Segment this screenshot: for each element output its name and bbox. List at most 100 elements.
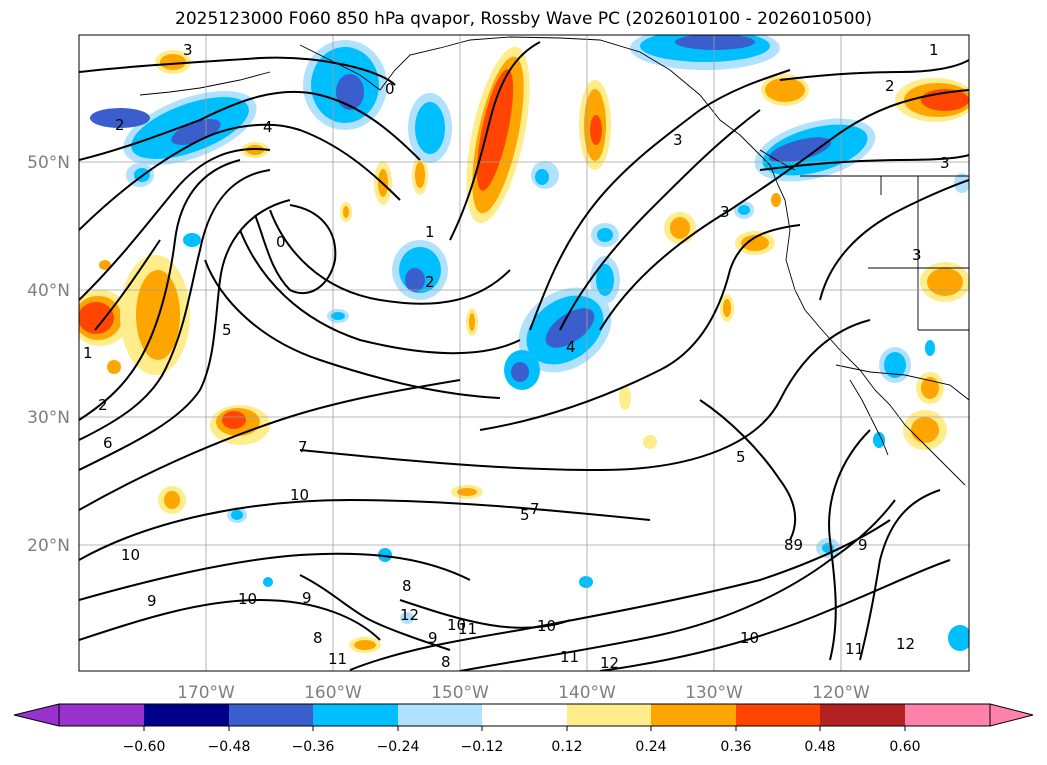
colorbar-tick-label: 0.60 (889, 739, 920, 755)
plot-frame (78, 34, 970, 672)
fill-neg-mid (231, 510, 243, 520)
contour-label: 2 (98, 396, 108, 414)
fill-pos-mid (927, 268, 963, 296)
colorbar-segment (820, 704, 905, 726)
contour-label: 3 (940, 154, 950, 172)
fill-neg-mid (925, 340, 935, 356)
contour-label: 10 (537, 617, 556, 635)
colorbar-segment (313, 704, 398, 726)
fill-neg-mid (884, 352, 906, 378)
fill-neg-mid (597, 228, 613, 242)
contour-label: 7 (298, 438, 308, 456)
contour-label: 2 (885, 77, 895, 95)
fill-pos-strong (222, 411, 246, 429)
contour-label: 8 (402, 577, 412, 595)
colorbar-tick-label: 0.24 (635, 739, 666, 755)
colorbar-segment (651, 704, 736, 726)
contour-label: 89 (784, 536, 803, 554)
colorbar-tick-label: −0.12 (461, 739, 504, 755)
fill-pos-mid (911, 417, 939, 443)
contour-label: 10 (121, 546, 140, 564)
fill-pos-mid (723, 299, 731, 317)
lat-tick-label: 40°N (27, 281, 70, 301)
contour-label: 10 (447, 616, 466, 634)
colorbar-extend-low (13, 703, 60, 727)
colorbar-tick-label: 0.36 (720, 739, 751, 755)
fill-neg-light (400, 612, 414, 624)
fill-neg-strong (511, 362, 529, 382)
fill-pos-mid (107, 360, 121, 374)
fill-neg-strong (675, 35, 755, 50)
colorbar-tick-label: −0.48 (208, 739, 251, 755)
colorbar-segment (398, 704, 482, 726)
longitude-labels: 170°W 160°W 150°W 140°W 130°W 120°W (177, 683, 870, 703)
colorbar-segment (229, 704, 313, 726)
lon-tick-label: 150°W (431, 683, 489, 703)
fill-pos-mid (741, 235, 769, 251)
fill-pos-mid (415, 162, 425, 188)
contour-label: 11 (560, 648, 579, 666)
fill-neg-mid (331, 312, 345, 320)
fill-neg-mid (415, 102, 445, 154)
colorbar-segment (144, 704, 229, 726)
colorbar-segment (482, 704, 567, 726)
contour-label: 9 (147, 592, 157, 610)
contour-label: 12 (400, 606, 419, 624)
contour-label: 10 (290, 486, 309, 504)
contour-label: 7 (530, 500, 540, 518)
contour-label: 3 (673, 131, 683, 149)
contour-label: 3 (912, 246, 922, 264)
latitude-labels: 50°N 40°N 30°N 20°N (27, 153, 70, 556)
colorbar-tick-label: −0.60 (123, 739, 166, 755)
lon-tick-label: 160°W (304, 683, 362, 703)
fill-pos-mid (765, 78, 805, 102)
fill-neg-mid (378, 548, 392, 562)
fill-pos-mid (160, 54, 186, 70)
fill-pos-mid (771, 193, 781, 207)
fill-neg-strong (90, 108, 150, 128)
contour-label: 5 (222, 321, 232, 339)
colorbar-segment (736, 704, 820, 726)
colorbar-tick-label: 0.12 (551, 739, 582, 755)
contour-lines (79, 41, 969, 671)
contour-label: 5 (520, 506, 530, 524)
map-title: 2025123000 F060 850 hPa qvapor, Rossby W… (175, 9, 872, 29)
fill-neg-strong (768, 137, 832, 163)
contour-label: 8 (441, 653, 451, 671)
colorbar: −0.60 −0.48 −0.36 −0.24 −0.12 0.12 0.24 … (13, 703, 1034, 755)
contour-label: 4 (263, 118, 273, 136)
fill-pos-strong (590, 115, 602, 145)
fill-pos-light (643, 435, 657, 449)
contour-label: 12 (896, 635, 915, 653)
colorbar-segment (567, 704, 651, 726)
contour-label: 0 (276, 233, 286, 251)
lon-tick-label: 130°W (685, 683, 743, 703)
contour-label: 5 (736, 448, 746, 466)
fill-neg-strong (545, 308, 595, 348)
colorbar-segment (59, 704, 144, 726)
contour-label: 6 (103, 434, 113, 452)
fill-pos-mid (457, 488, 477, 496)
contour-label: 1 (929, 41, 939, 59)
contour-labels: 3 2 1 0 1 2 3 4 5 6 7 8 9 10 11 12 4 3 2… (83, 41, 950, 672)
fill-pos-strong (79, 302, 114, 334)
contour-label: 11 (328, 650, 347, 668)
fill-pos-mid (136, 270, 180, 360)
anomaly-fills (79, 35, 969, 653)
fill-neg-strong (336, 74, 364, 110)
fill-neg-strong (171, 119, 221, 145)
contour-label: 12 (600, 654, 619, 672)
fill-neg-mid (183, 233, 201, 247)
contour-label: 11 (458, 620, 477, 638)
fill-neg-strong (405, 268, 425, 292)
contour-label: 1 (425, 223, 435, 241)
fill-pos-mid (670, 217, 690, 239)
fill-neg-mid (738, 205, 750, 215)
fill-neg-mid (873, 432, 885, 448)
lon-tick-label: 140°W (558, 683, 616, 703)
colorbar-frame (58, 703, 991, 727)
lat-tick-label: 20°N (27, 536, 70, 556)
contour-label: 10 (238, 590, 257, 608)
colorbar-tick-label: −0.36 (292, 739, 335, 755)
